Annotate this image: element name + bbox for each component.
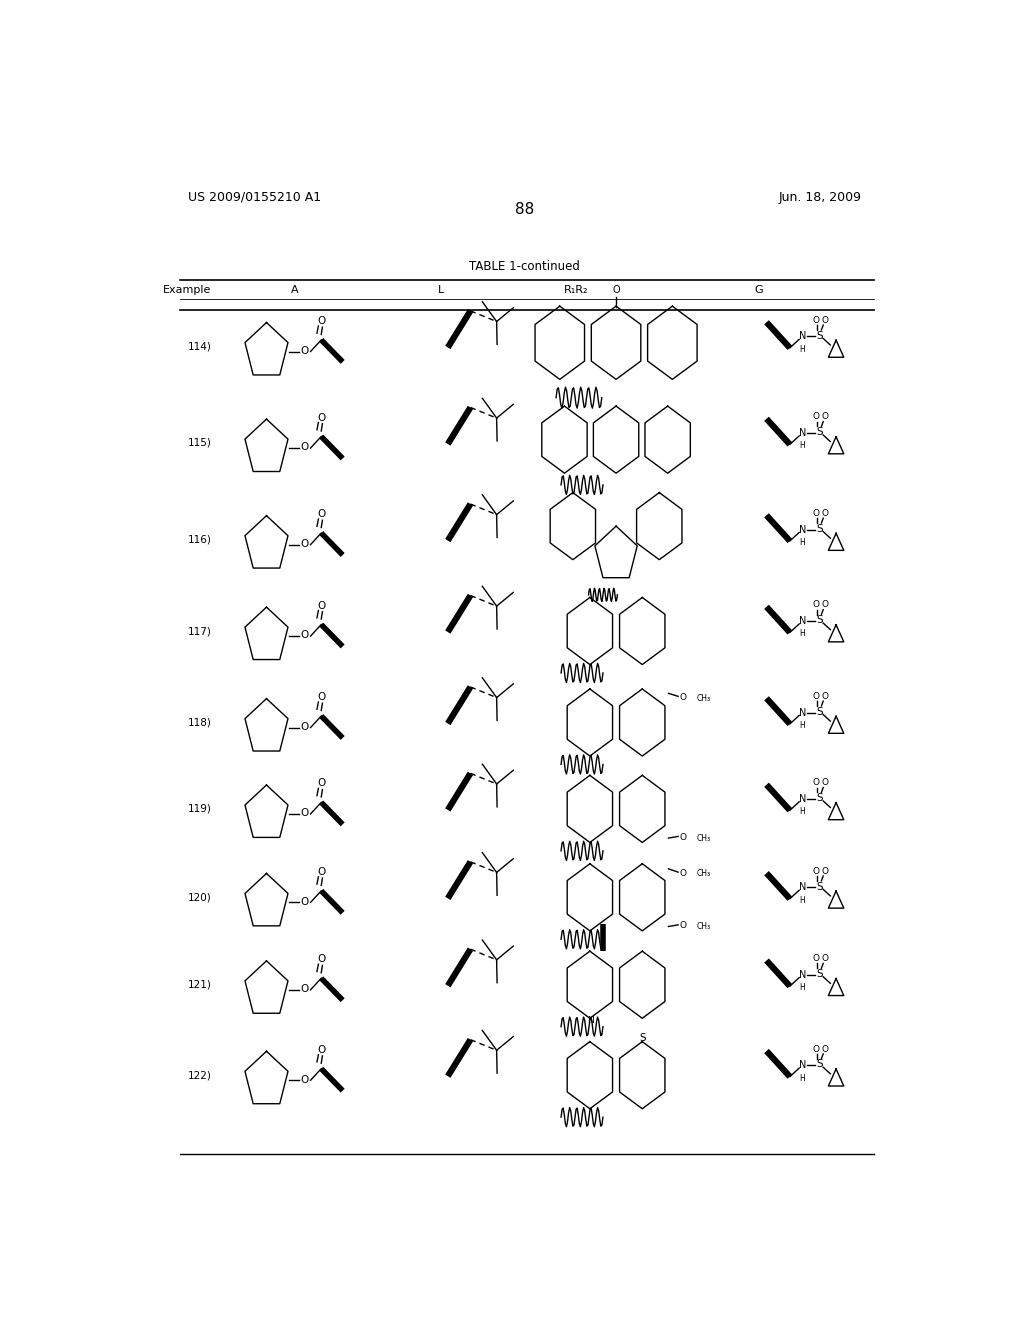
Text: N: N (799, 882, 807, 892)
Text: S: S (816, 330, 822, 341)
Text: O: O (300, 985, 308, 994)
Text: O: O (317, 954, 326, 965)
Text: S: S (816, 524, 822, 533)
Text: S: S (639, 1032, 645, 1043)
Text: CH₃: CH₃ (696, 694, 711, 702)
Text: N: N (799, 970, 807, 979)
Text: O: O (300, 896, 308, 907)
Text: 122): 122) (187, 1071, 211, 1080)
Text: CH₃: CH₃ (696, 923, 711, 932)
Text: 119): 119) (187, 804, 211, 814)
Text: H: H (800, 345, 806, 354)
Text: O: O (300, 722, 308, 733)
Text: CH₃: CH₃ (696, 834, 711, 843)
Text: H: H (800, 721, 806, 730)
Text: L: L (438, 285, 444, 294)
Text: S: S (816, 615, 822, 626)
Text: H: H (800, 1073, 806, 1082)
Text: S: S (816, 969, 822, 979)
Text: O: O (813, 412, 819, 421)
Text: N: N (799, 331, 807, 342)
Text: O: O (317, 601, 326, 611)
Text: O: O (317, 315, 326, 326)
Text: TABLE 1-continued: TABLE 1-continued (469, 260, 581, 273)
Text: O: O (821, 954, 828, 964)
Text: O: O (821, 412, 828, 421)
Text: G: G (755, 285, 763, 294)
Text: H: H (800, 537, 806, 546)
Text: N: N (799, 616, 807, 626)
Text: O: O (821, 779, 828, 787)
Text: O: O (317, 692, 326, 702)
Text: S: S (816, 1060, 822, 1069)
Text: O: O (813, 315, 819, 325)
Text: O: O (317, 779, 326, 788)
Text: O: O (813, 867, 819, 875)
Text: S: S (816, 882, 822, 891)
Text: O: O (821, 1044, 828, 1053)
Text: O: O (300, 539, 308, 549)
Text: 115): 115) (187, 438, 211, 447)
Text: Example: Example (164, 285, 212, 294)
Text: O: O (612, 285, 620, 294)
Text: N: N (799, 1060, 807, 1071)
Text: O: O (813, 601, 819, 610)
Text: O: O (821, 510, 828, 517)
Text: H: H (800, 630, 806, 639)
Text: 117): 117) (187, 626, 211, 636)
Text: Jun. 18, 2009: Jun. 18, 2009 (779, 191, 862, 203)
Text: O: O (821, 867, 828, 875)
Text: O: O (317, 510, 326, 519)
Text: H: H (800, 441, 806, 450)
Text: O: O (813, 692, 819, 701)
Text: 120): 120) (187, 892, 211, 903)
Text: O: O (300, 631, 308, 640)
Text: O: O (679, 921, 686, 931)
Text: O: O (300, 346, 308, 356)
Text: O: O (317, 867, 326, 876)
Text: O: O (821, 315, 828, 325)
Text: N: N (799, 524, 807, 535)
Text: N: N (587, 1016, 594, 1026)
Text: O: O (679, 693, 686, 702)
Text: O: O (300, 808, 308, 818)
Text: S: S (816, 428, 822, 437)
Text: R₁R₂: R₁R₂ (564, 285, 589, 294)
Text: N: N (799, 428, 807, 438)
Text: US 2009/0155210 A1: US 2009/0155210 A1 (187, 191, 321, 203)
Text: O: O (813, 1044, 819, 1053)
Text: S: S (816, 793, 822, 803)
Text: A: A (291, 285, 298, 294)
Text: CH₃: CH₃ (696, 870, 711, 878)
Text: 118): 118) (187, 718, 211, 727)
Text: 116): 116) (187, 535, 211, 545)
Text: 114): 114) (187, 342, 211, 351)
Text: O: O (300, 1074, 308, 1085)
Text: N: N (799, 793, 807, 804)
Text: O: O (821, 692, 828, 701)
Text: S: S (816, 706, 822, 717)
Text: O: O (300, 442, 308, 453)
Text: 88: 88 (515, 202, 535, 216)
Text: O: O (317, 1045, 326, 1055)
Text: 121): 121) (187, 979, 211, 990)
Text: O: O (679, 833, 686, 842)
Text: H: H (800, 983, 806, 993)
Text: O: O (813, 779, 819, 787)
Text: O: O (679, 869, 686, 878)
Text: H: H (800, 896, 806, 904)
Text: O: O (317, 413, 326, 422)
Text: O: O (821, 601, 828, 610)
Text: H: H (800, 808, 806, 816)
Text: O: O (813, 510, 819, 517)
Text: O: O (813, 954, 819, 964)
Text: N: N (799, 708, 807, 718)
